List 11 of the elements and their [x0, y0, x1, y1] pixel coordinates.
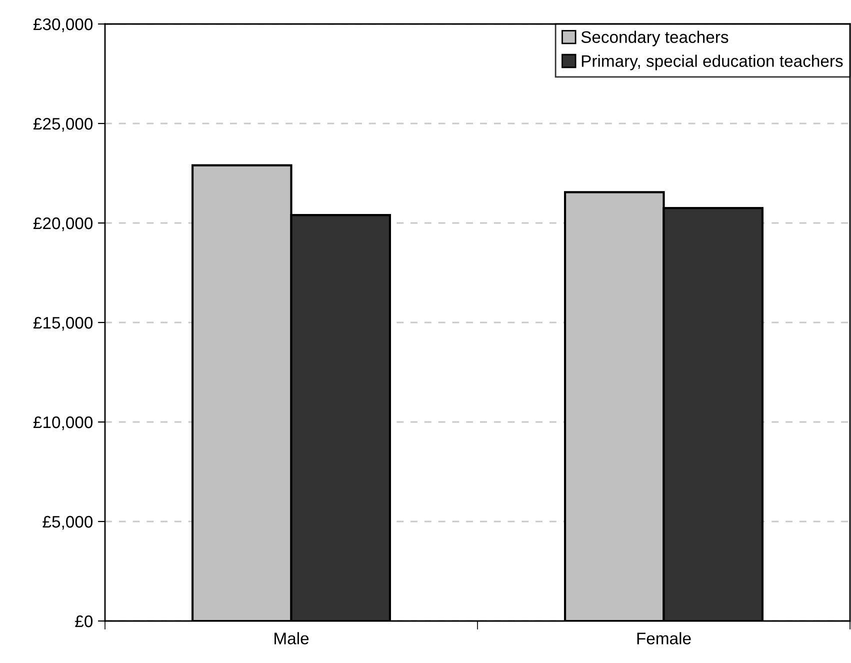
x-tick-label: Male: [274, 632, 309, 644]
y-tick-label: £20,000: [33, 217, 93, 232]
y-tick-label: £5,000: [42, 516, 93, 530]
legend-label: Secondary teachers: [581, 30, 728, 46]
y-tick-label: £25,000: [33, 118, 93, 132]
legend-label: Primary, special education teachers: [582, 54, 843, 70]
y-tick-label: £10,000: [33, 416, 93, 430]
x-tick-label: Female: [637, 632, 691, 644]
y-tick-label: £30,000: [33, 18, 93, 32]
y-tick-label: £0: [75, 615, 93, 628]
y-tick-label: £15,000: [33, 316, 93, 331]
